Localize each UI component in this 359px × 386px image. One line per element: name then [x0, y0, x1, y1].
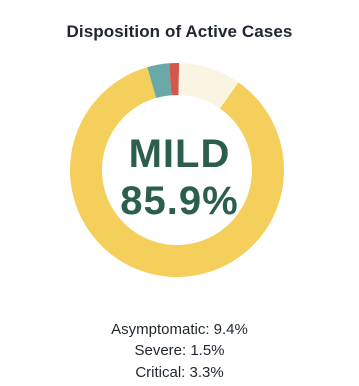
legend-severe: Severe: 1.5%	[134, 342, 225, 359]
slice-mild	[69, 67, 284, 277]
legend-critical: Critical: 3.3%	[135, 364, 224, 381]
donut-slices	[69, 62, 284, 277]
center-label: MILD	[128, 132, 231, 176]
chart-title: Disposition of Active Cases	[66, 22, 293, 41]
center-value: 85.9%	[120, 179, 239, 223]
legend-asymptomatic: Asymptomatic: 9.4%	[111, 321, 248, 338]
slice-asymptomatic	[178, 63, 239, 109]
slice-severe	[169, 62, 180, 96]
slice-critical	[147, 63, 172, 98]
